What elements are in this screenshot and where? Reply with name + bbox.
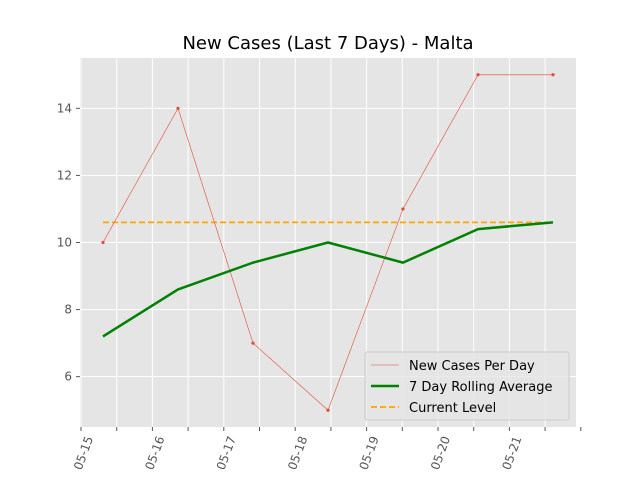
legend-label-rolling-average: 7 Day Rolling Average xyxy=(409,380,552,395)
data-point-new-cases xyxy=(251,341,255,345)
data-point-new-cases xyxy=(101,240,105,245)
legend-box xyxy=(364,351,570,421)
x-tick-label: 05-17 xyxy=(214,434,239,472)
data-point-new-cases xyxy=(176,106,180,110)
legend: New Cases Per Day 7 Day Rolling Average … xyxy=(364,351,570,421)
series-line-rolling-average xyxy=(102,221,554,338)
x-tick-label: 05-20 xyxy=(428,434,453,472)
data-point-new-cases xyxy=(476,73,480,77)
y-tick-label: 10 xyxy=(57,236,72,250)
x-tick-label: 05-19 xyxy=(357,434,382,472)
x-axis-ticks: 05-15 05-16 05-17 05-18 05-19 05-20 05-21 xyxy=(71,427,582,472)
y-tick-label: 12 xyxy=(57,168,72,182)
x-tick-label: 05-15 xyxy=(71,434,96,472)
y-axis-ticks: 6 8 10 12 14 xyxy=(57,101,80,384)
data-point-new-cases xyxy=(401,207,405,211)
y-tick-label: 8 xyxy=(64,303,72,317)
x-tick-label: 05-16 xyxy=(142,434,167,472)
legend-label-current-level: Current Level xyxy=(409,401,496,416)
chart-title: New Cases (Last 7 Days) - Malta xyxy=(182,33,473,54)
data-point-new-cases xyxy=(326,408,330,412)
y-tick-label: 14 xyxy=(57,101,72,115)
legend-label-new-cases: New Cases Per Day xyxy=(409,359,535,374)
x-tick-label: 05-21 xyxy=(499,434,524,472)
y-tick-label: 6 xyxy=(64,370,72,384)
data-point-new-cases xyxy=(551,73,555,77)
x-tick-label: 05-18 xyxy=(285,434,310,472)
series-group xyxy=(101,73,555,412)
